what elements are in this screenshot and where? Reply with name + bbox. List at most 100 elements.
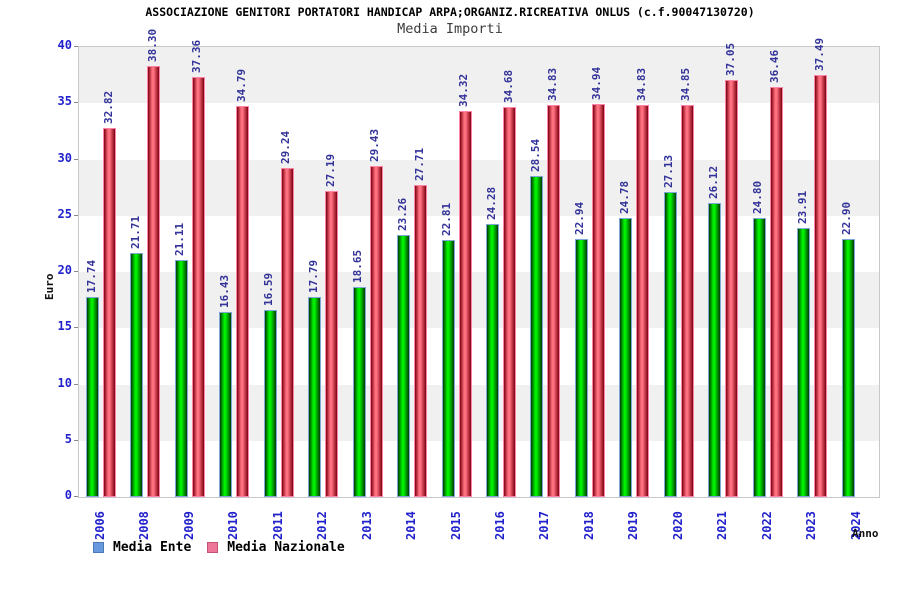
bar-media-nazionale-2020: [680, 104, 694, 497]
bar-media-nazionale-2011: [280, 168, 294, 497]
legend-label-media-ente: Media Ente: [113, 540, 192, 555]
bar-value-label-2012-ente: 17.79: [306, 259, 320, 293]
bar-value-label-2020-ente: 27.13: [662, 154, 676, 188]
y-tick-mark-0: [74, 496, 78, 497]
x-tick-label-2015: 2015: [448, 511, 463, 540]
bar-value-label-2017-ente: 28.54: [528, 138, 542, 172]
bar-media-ente-2024: [841, 239, 855, 497]
bar-value-label-2018-ente: 22.94: [573, 201, 587, 235]
x-tick-label-2016: 2016: [493, 511, 507, 540]
bar-value-label-2016-nazionale: 34.68: [501, 69, 515, 103]
bar-media-nazionale-2008: [147, 66, 161, 497]
bar-value-label-2006-nazionale: 32.82: [101, 90, 115, 124]
bar-media-ente-2018: [574, 238, 588, 497]
bar-media-ente-2019: [619, 218, 633, 497]
bar-media-ente-2011: [263, 310, 277, 497]
legend: Media Ente Media Nazionale: [93, 540, 345, 555]
bar-media-nazionale-2006: [103, 127, 116, 497]
legend-label-media-nazionale: Media Nazionale: [227, 540, 345, 555]
bar-value-label-2021-nazionale: 37.05: [723, 43, 737, 77]
grid-band-25-30: [79, 159, 879, 216]
y-tick-label-30: 30: [57, 150, 72, 165]
bar-media-ente-2015: [441, 240, 455, 497]
legend-swatch-media-ente: [93, 542, 104, 553]
bar-value-label-2020-nazionale: 34.85: [679, 67, 693, 101]
x-tick-label-2021: 2021: [715, 511, 730, 540]
y-tick-mark-25: [74, 214, 78, 216]
x-tick-label-2020: 2020: [670, 511, 685, 540]
x-tick-label-2019: 2019: [626, 511, 641, 540]
bar-media-ente-2013: [352, 287, 366, 497]
bar-value-label-2012-nazionale: 27.19: [323, 153, 337, 188]
bar-media-nazionale-2016: [503, 106, 516, 497]
bar-value-label-2008-nazionale: 38.30: [145, 29, 159, 63]
bar-value-label-2009-nazionale: 37.36: [190, 39, 204, 73]
chart-title: ASSOCIAZIONE GENITORI PORTATORI HANDICAP…: [145, 5, 755, 19]
bar-value-label-2023-ente: 23.91: [795, 190, 809, 224]
x-axis-title: Anno: [852, 527, 879, 540]
bar-media-nazionale-2021: [725, 80, 739, 497]
bar-value-label-2011-nazionale: 29.24: [279, 130, 293, 165]
bar-media-nazionale-2015: [458, 110, 472, 497]
y-tick-label-15: 15: [57, 319, 72, 334]
grid-band-35-40: [79, 47, 879, 104]
bar-media-ente-2022: [752, 218, 766, 497]
y-tick-mark-20: [74, 271, 78, 272]
y-tick-label-5: 5: [64, 431, 72, 446]
x-tick-label-2006: 2006: [93, 511, 107, 540]
bar-value-label-2006-ente: 17.74: [84, 260, 98, 294]
bar-value-label-2018-nazionale: 34.94: [590, 66, 604, 100]
x-tick-label-2013: 2013: [359, 511, 374, 540]
bar-value-label-2010-ente: 16.43: [217, 275, 231, 309]
x-tick-label-2011: 2011: [270, 511, 285, 540]
bar-value-label-2010-nazionale: 34.79: [234, 68, 248, 102]
bar-media-nazionale-2009: [191, 76, 205, 497]
bar-media-nazionale-2014: [414, 185, 428, 497]
y-tick-label-40: 40: [57, 38, 72, 52]
bar-value-label-2013-ente: 18.65: [351, 250, 365, 284]
bar-media-ente-2023: [797, 228, 811, 497]
bar-media-ente-2010: [219, 312, 233, 497]
y-tick-mark-35: [74, 102, 78, 104]
bar-media-nazionale-2022: [769, 86, 783, 497]
x-tick-label-2014: 2014: [404, 511, 419, 540]
bar-media-nazionale-2012: [325, 191, 339, 497]
bar-value-label-2014-nazionale: 27.71: [412, 148, 426, 182]
plot-area: [78, 46, 880, 498]
bar-media-ente-2009: [174, 259, 188, 497]
bar-media-ente-2006: [86, 297, 99, 497]
grid-band-5-10: [79, 384, 879, 441]
bar-value-label-2019-ente: 24.78: [617, 181, 631, 215]
x-tick-label-2023: 2023: [804, 511, 819, 540]
x-tick-label-2022: 2022: [759, 511, 774, 540]
bar-media-nazionale-2019: [636, 105, 650, 497]
y-tick-label-25: 25: [57, 206, 72, 221]
bar-value-label-2008-ente: 21.71: [128, 215, 142, 249]
bar-media-ente-2016: [486, 223, 499, 497]
legend-swatch-media-nazionale: [207, 542, 219, 553]
bar-media-ente-2020: [663, 191, 677, 497]
bar-value-label-2023-nazionale: 37.49: [812, 38, 826, 72]
bar-value-label-2013-nazionale: 29.43: [368, 128, 382, 162]
y-tick-mark-40: [74, 46, 78, 47]
bar-value-label-2014-ente: 23.26: [395, 198, 409, 232]
y-tick-mark-10: [74, 383, 78, 385]
bar-value-label-2011-ente: 16.59: [262, 273, 276, 307]
grid-band-15-20: [79, 272, 879, 329]
x-tick-label-2012: 2012: [315, 511, 330, 540]
bar-value-label-2019-nazionale: 34.83: [634, 68, 648, 102]
legend-item-media-nazionale: Media Nazionale: [207, 540, 345, 555]
y-tick-mark-15: [74, 327, 78, 329]
x-tick-label-2018: 2018: [581, 511, 596, 540]
bar-value-label-2021-ente: 26.12: [706, 166, 720, 200]
legend-item-media-ente: Media Ente: [93, 540, 191, 555]
bar-value-label-2024-ente: 22.90: [840, 202, 854, 236]
y-axis-title-text: Euro: [43, 273, 56, 301]
x-tick-label-2008: 2008: [137, 511, 152, 540]
x-tick-label-2010: 2010: [226, 511, 241, 540]
bar-media-nazionale-2018: [591, 103, 605, 497]
bar-media-ente-2012: [308, 296, 322, 497]
bar-value-label-2015-nazionale: 34.32: [457, 73, 471, 107]
bar-value-label-2022-nazionale: 36.46: [768, 49, 782, 83]
